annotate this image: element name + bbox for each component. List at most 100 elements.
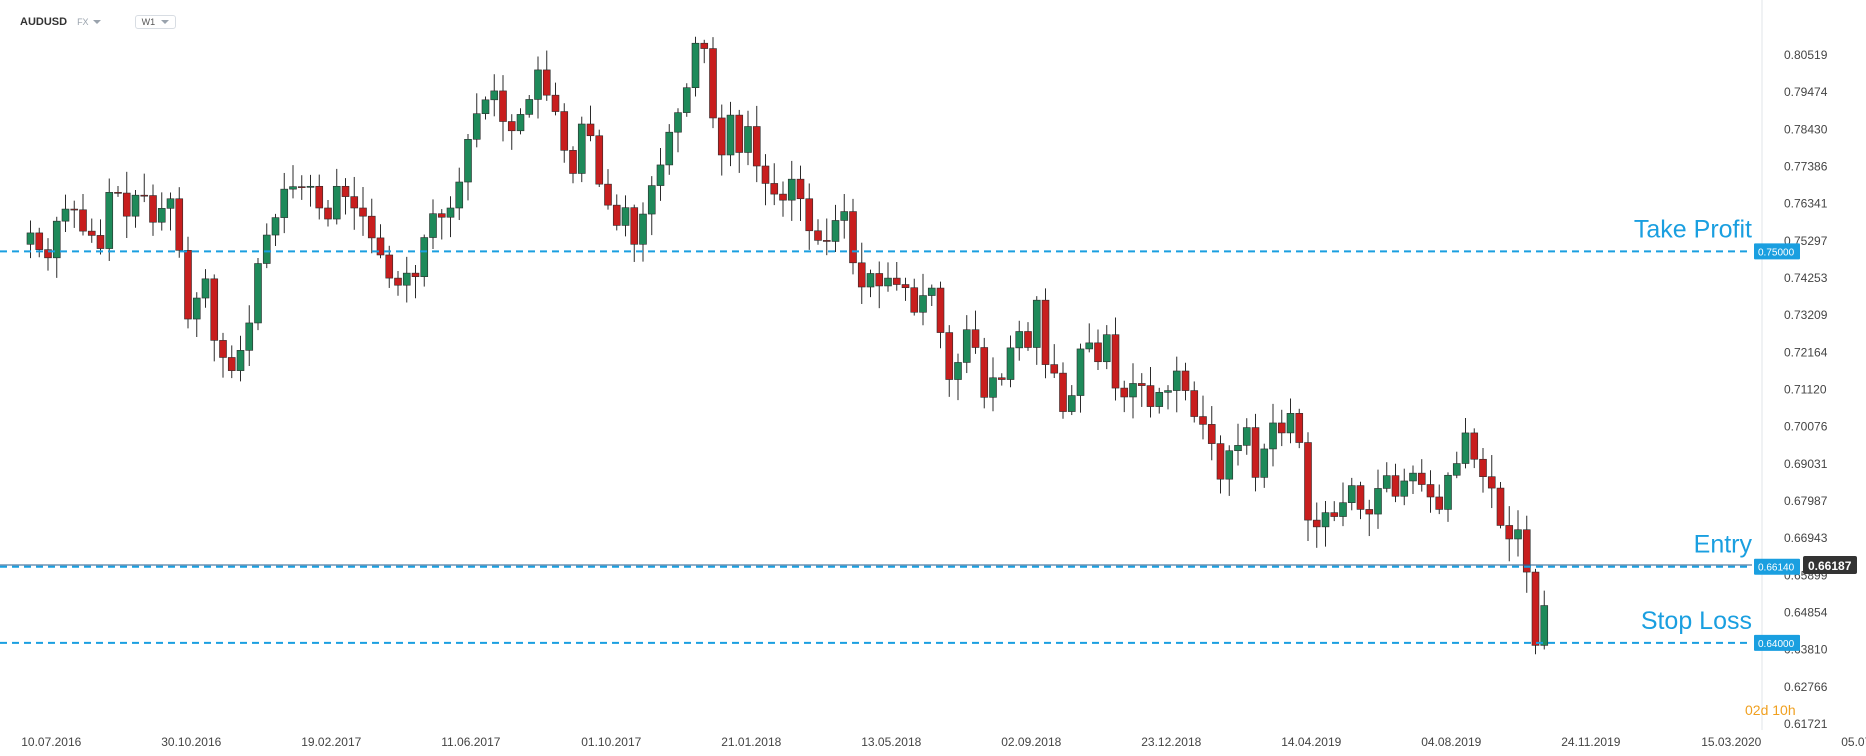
candle-up bbox=[1015, 331, 1024, 349]
x-tick-label: 19.02.2017 bbox=[301, 735, 361, 749]
candle-up bbox=[840, 211, 849, 221]
candle-down bbox=[175, 198, 184, 251]
level-name-label: Entry bbox=[1694, 531, 1753, 559]
candle-down bbox=[569, 150, 577, 174]
candle-up bbox=[1155, 392, 1164, 407]
candle-up bbox=[1225, 450, 1234, 480]
candle-down bbox=[70, 208, 79, 211]
candle-down bbox=[770, 183, 779, 195]
level-name-label: Take Profit bbox=[1634, 215, 1752, 243]
candle-down bbox=[507, 121, 516, 132]
candle-up bbox=[26, 232, 35, 245]
candle-up bbox=[621, 207, 630, 226]
candle-down bbox=[1024, 331, 1032, 348]
candle-down bbox=[1356, 485, 1365, 510]
countdown-days-unit: d bbox=[1760, 702, 1769, 718]
candle-down bbox=[1487, 476, 1496, 489]
exchange-label: FX bbox=[77, 17, 89, 27]
candle-down bbox=[857, 262, 866, 288]
candle-down bbox=[630, 207, 639, 245]
candle-up bbox=[481, 99, 490, 114]
candle-up bbox=[639, 213, 647, 245]
candle-up bbox=[105, 192, 114, 249]
candle-down bbox=[1181, 370, 1190, 391]
candle-down bbox=[980, 347, 989, 398]
candle-down bbox=[359, 207, 367, 217]
candle-up bbox=[691, 42, 700, 89]
countdown-days: 02 bbox=[1745, 702, 1761, 718]
candle-up bbox=[420, 237, 429, 277]
candle-down bbox=[586, 123, 595, 137]
candle-down bbox=[1277, 422, 1286, 434]
candle-down bbox=[971, 329, 980, 348]
candle-down bbox=[1137, 383, 1146, 386]
chevron-down-icon bbox=[92, 20, 101, 24]
candle-down bbox=[1050, 364, 1059, 374]
candle-down bbox=[149, 195, 157, 223]
candle-down bbox=[551, 94, 560, 112]
x-tick-label: 04.08.2019 bbox=[1421, 735, 1481, 749]
candle-down bbox=[315, 185, 324, 209]
candle-down bbox=[1330, 512, 1339, 517]
x-tick-label: 13.05.2018 bbox=[861, 735, 921, 749]
candle-down bbox=[717, 117, 726, 156]
level-price-tag bbox=[1754, 558, 1800, 575]
candle-down bbox=[604, 183, 612, 206]
y-tick-label: 0.72164 bbox=[1784, 345, 1828, 359]
x-tick-label: 01.10.2017 bbox=[581, 735, 641, 749]
candle-up bbox=[516, 114, 525, 132]
candle-up bbox=[1347, 485, 1356, 503]
candle-down bbox=[1059, 372, 1067, 412]
candle-down bbox=[1111, 334, 1120, 389]
candle-down bbox=[1365, 509, 1374, 515]
candle-down bbox=[542, 69, 551, 96]
candle-down bbox=[1496, 487, 1505, 526]
x-tick-label: 11.06.2017 bbox=[441, 735, 500, 749]
candle-up bbox=[1102, 334, 1111, 363]
y-tick-label: 0.74253 bbox=[1784, 271, 1828, 285]
candle-down bbox=[595, 135, 604, 185]
exchange-dropdown[interactable]: FX bbox=[77, 17, 101, 27]
y-tick-label: 0.78430 bbox=[1784, 122, 1828, 136]
candle-up bbox=[332, 185, 341, 220]
candle-down bbox=[1435, 496, 1444, 510]
candle-up bbox=[1409, 472, 1417, 482]
candle-down bbox=[700, 42, 709, 49]
timeframe-dropdown[interactable]: W1 bbox=[134, 15, 177, 29]
candle-up bbox=[262, 234, 271, 264]
candle-down bbox=[367, 215, 376, 239]
candle-up bbox=[429, 213, 437, 238]
candle-down bbox=[1304, 442, 1312, 521]
candle-up bbox=[831, 220, 840, 242]
candle-up bbox=[1067, 395, 1076, 412]
candle-down bbox=[761, 165, 770, 184]
y-tick-label: 0.80519 bbox=[1784, 48, 1828, 62]
timeframe-label: W1 bbox=[141, 17, 156, 27]
candle-up bbox=[1374, 488, 1382, 515]
candle-down bbox=[1479, 458, 1487, 477]
y-tick-label: 0.71120 bbox=[1784, 383, 1827, 397]
chart-toolbar: AUDUSD FX W1 bbox=[20, 14, 177, 30]
candle-down bbox=[1041, 299, 1050, 365]
candle-countdown: 02d 10h bbox=[1745, 702, 1796, 718]
candle-down bbox=[612, 204, 621, 226]
candle-down bbox=[875, 273, 884, 287]
symbol-label[interactable]: AUDUSD bbox=[20, 16, 68, 28]
candle-up bbox=[1286, 413, 1295, 434]
candle-down bbox=[1120, 387, 1129, 398]
candle-down bbox=[35, 232, 44, 250]
candle-down bbox=[122, 192, 131, 217]
candle-down bbox=[227, 357, 236, 371]
candle-down bbox=[709, 48, 717, 119]
candle-up bbox=[1164, 390, 1172, 393]
candle-up bbox=[884, 277, 892, 287]
candle-down bbox=[324, 207, 332, 220]
candle-down bbox=[1094, 342, 1102, 363]
candle-up bbox=[962, 329, 971, 363]
candle-down bbox=[1426, 484, 1435, 498]
candle-up bbox=[254, 263, 262, 324]
candle-down bbox=[140, 194, 149, 197]
candle-up bbox=[472, 113, 481, 140]
candle-up bbox=[271, 217, 280, 236]
